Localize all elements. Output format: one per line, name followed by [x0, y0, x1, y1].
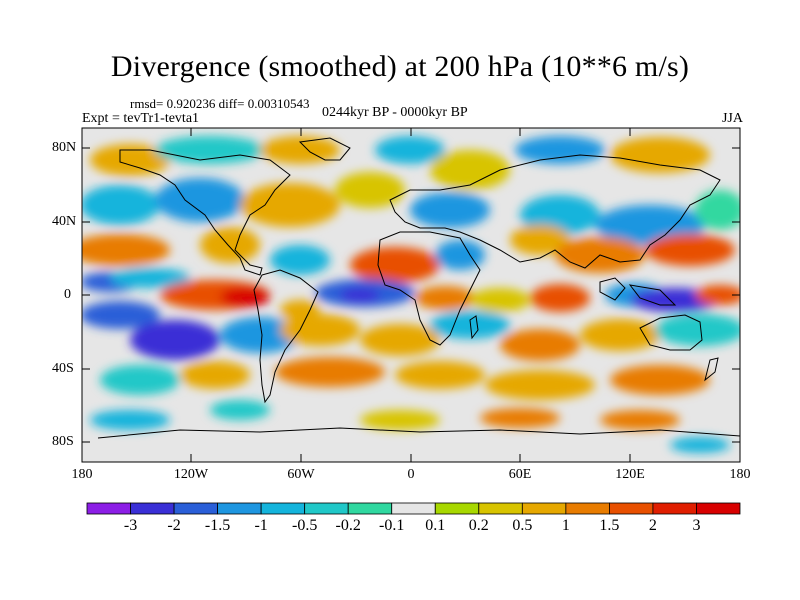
divergence-field	[82, 128, 740, 462]
lat-label-80n: 80N	[52, 140, 77, 155]
colorbar-swatch	[130, 502, 175, 515]
colorbar-label: 2	[648, 517, 657, 534]
experiment-label: Expt = tevTr1-tevta1	[82, 111, 200, 126]
colorbar-label: -0.1	[379, 517, 405, 534]
colorbar-label: -0.2	[335, 517, 361, 534]
lat-label-0: 0	[64, 287, 71, 302]
stats-line: rmsd= 0.920236 diff= 0.00310543	[130, 96, 310, 111]
period-label: 0244kyr BP - 0000kyr BP	[322, 105, 468, 120]
axis-ticks	[82, 128, 740, 462]
colorbar-label: 0.5	[512, 517, 533, 534]
coastlines	[97, 137, 740, 439]
colorbar-swatch	[391, 502, 436, 515]
colorbar-label: -0.5	[291, 517, 318, 534]
colorbar-label: -3	[123, 517, 138, 534]
lon-label-120w: 120W	[173, 467, 209, 482]
colorbar-label: 1.5	[599, 517, 620, 534]
colorbar-swatch	[652, 502, 697, 515]
lat-label-40s: 40S	[52, 361, 74, 376]
colorbar-label: 1	[561, 517, 570, 534]
lon-label-120e: 120E	[615, 467, 645, 482]
colorbar-swatch	[521, 502, 567, 515]
colorbar-swatch	[609, 502, 654, 515]
colorbar-swatch	[565, 502, 610, 515]
colorbar-swatch	[260, 502, 306, 515]
colorbar-swatch	[478, 502, 523, 515]
colorbar-label: -1	[254, 517, 268, 534]
lat-label-40n: 40N	[52, 214, 77, 229]
colorbar-label: -2	[167, 517, 181, 534]
lon-label-60w: 60W	[287, 467, 315, 482]
lon-label-60e: 60E	[508, 467, 532, 482]
colorbar	[86, 502, 741, 515]
colorbar-swatch	[347, 502, 393, 515]
lat-label-80s: 80S	[52, 434, 74, 449]
colorbar-label: 0.2	[468, 517, 489, 534]
colorbar-swatch	[217, 502, 262, 515]
colorbar-swatch	[304, 502, 349, 515]
colorbar-swatch	[696, 502, 741, 515]
colorbar-swatch	[173, 502, 218, 515]
lon-label-180e: 180	[729, 467, 751, 482]
colorbar-label: -1.5	[204, 517, 231, 534]
season-label: JJA	[721, 111, 743, 126]
lon-label-180w: 180	[71, 467, 93, 482]
colorbar-label: 0.1	[425, 517, 446, 534]
colorbar-swatch	[86, 502, 131, 515]
colorbar-swatch	[434, 502, 480, 515]
plot-title: Divergence (smoothed) at 200 hPa (10**6 …	[110, 50, 690, 83]
lon-label-0: 0	[407, 467, 415, 482]
colorbar-label: 3	[692, 517, 701, 534]
